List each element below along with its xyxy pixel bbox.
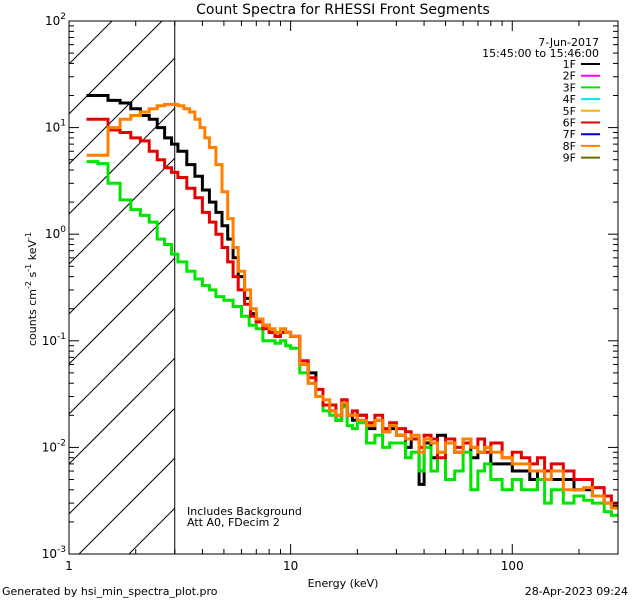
legend-label-3f: 3F: [563, 81, 576, 94]
footer-generator: Generated by hsi_min_spectra_plot.pro: [2, 585, 218, 598]
date-block: 7-Jun-2017 15:45:00 to 15:46:00: [482, 36, 599, 60]
annotation-attenuator: Att A0, FDecim 2: [187, 516, 280, 529]
series-line-8f: [86, 102, 618, 510]
series-lines: [86, 94, 618, 517]
hatch-line: [69, 307, 176, 415]
hatch-line: [69, 21, 113, 65]
y-tick-label: 10-2: [42, 438, 66, 454]
legend-label-7f: 7F: [563, 128, 576, 141]
annotation-background: Includes Background: [187, 505, 302, 518]
axes: 1 10 100 10-3 10-2 10-1 100 101 102: [42, 12, 619, 573]
y-tick-label: 101: [45, 119, 66, 135]
x-axis-label: Energy (keV): [308, 577, 379, 590]
y-tick-label: 10-1: [42, 332, 66, 348]
chart-title: Count Spectra for RHESSI Front Segments: [196, 2, 490, 18]
hatch-line: [69, 357, 176, 465]
hatch-line: [69, 257, 176, 365]
legend-label-2f: 2F: [563, 70, 576, 83]
y-axis-label: counts cm-2 s-1 keV-1: [24, 232, 39, 346]
time-range-label: 15:45:00 to 15:46:00: [482, 47, 599, 60]
x-tick-label: 10: [283, 559, 298, 573]
legend-label-4f: 4F: [563, 93, 576, 106]
date-label: 7-Jun-2017: [538, 36, 599, 49]
x-tick-label: 1: [65, 559, 73, 573]
footer-timestamp: 28-Apr-2023 09:24: [525, 585, 628, 598]
hatch-line: [78, 457, 176, 554]
hatch-line: [69, 57, 176, 165]
x-tick-label: 100: [501, 559, 524, 573]
hatched-background-region: [69, 21, 176, 554]
y-tick-label: 10-3: [42, 545, 66, 561]
hatch-line: [69, 407, 176, 515]
legend-label-5f: 5F: [563, 105, 576, 118]
legend-label-8f: 8F: [563, 140, 576, 153]
y-tick-label: 100: [45, 225, 66, 241]
legend-label-6f: 6F: [563, 117, 576, 130]
hatch-line: [69, 157, 176, 265]
legend-label-1f: 1F: [563, 58, 576, 71]
plot-frame: [68, 20, 619, 555]
legend-label-9f: 9F: [563, 152, 576, 165]
y-tick-label: 102: [45, 12, 66, 28]
hatch-line: [128, 507, 176, 554]
series-line-6f: [86, 117, 618, 505]
